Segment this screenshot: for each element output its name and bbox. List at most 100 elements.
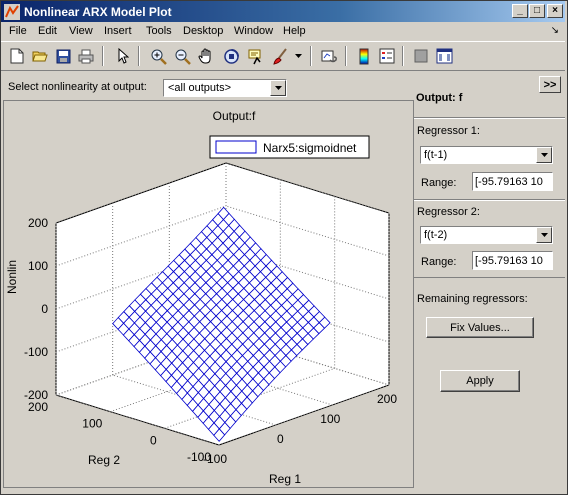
x-tick-label: -100 [203, 452, 227, 466]
title-bar[interactable]: Nonlinear ARX Model Plot _ □ × [1, 1, 565, 22]
z-tick-label: -200 [24, 388, 48, 402]
menu-file[interactable]: File [9, 25, 27, 37]
rotate-3d-icon[interactable] [221, 46, 241, 66]
link-plot-icon[interactable] [319, 46, 339, 66]
pan-hand-icon[interactable] [196, 46, 216, 66]
minimize-button[interactable]: _ [512, 4, 528, 18]
chevron-down-icon [540, 233, 548, 237]
regressor1-select[interactable]: f(t-1) [420, 146, 553, 164]
y-axis-label: Reg 2 [88, 453, 120, 467]
z-tick-label: 100 [28, 259, 48, 273]
legend-swatch [215, 140, 257, 154]
remaining-separator [414, 277, 565, 278]
menu-desktop[interactable]: Desktop [183, 25, 224, 37]
toolbar-separator [138, 46, 140, 66]
output-select-dropdown-button[interactable] [270, 80, 286, 96]
toolbar-separator [102, 46, 104, 66]
grid-line [218, 384, 390, 446]
remaining-regressors-label: Remaining regressors: [417, 293, 528, 305]
colorbar-icon[interactable] [354, 46, 374, 66]
surface-patches [112, 206, 331, 442]
chevron-down-icon [540, 153, 548, 157]
regressor2-select[interactable]: f(t-2) [420, 226, 553, 244]
z-tick-label: 0 [41, 302, 48, 316]
dock-arrow-icon[interactable]: ↘ [550, 25, 559, 36]
regressor1-group [414, 117, 565, 203]
plot-title: Output:f [213, 109, 256, 123]
x-tick-label: 100 [320, 412, 340, 426]
regressor2-group [414, 199, 565, 280]
x-tick-label: 0 [277, 432, 284, 446]
tick-labels: 200 100 0 -100 -200 -100 0 100 200 -100 0 100 200 [24, 216, 397, 466]
regressor1-dropdown-button[interactable] [536, 147, 552, 163]
menu-window[interactable]: Window [234, 25, 274, 37]
toolbar-separator [310, 46, 312, 66]
zoom-out-icon[interactable] [172, 46, 192, 66]
z-tick-label: 200 [28, 216, 48, 230]
menu-bar: File Edit View Insert Tools Desktop Wind… [1, 22, 565, 41]
y-tick-label: 0 [150, 433, 157, 447]
regressor1-range-value: [-95.79163 10 [475, 176, 543, 188]
legend-entry: Narx5:sigmoidnet [263, 141, 357, 155]
fix-values-button[interactable]: Fix Values... [426, 317, 534, 338]
axis-edge [55, 394, 220, 446]
legend-icon[interactable] [377, 46, 397, 66]
y-tick-label: 100 [82, 417, 102, 431]
legend[interactable]: Narx5:sigmoidnet [209, 135, 370, 159]
axis-edge [225, 162, 390, 214]
regressor1-range-input[interactable]: [-95.79163 10 [472, 172, 553, 191]
x-axis-label: Reg 1 [269, 472, 301, 486]
grid-line [55, 162, 227, 224]
window-title: Nonlinear ARX Model Plot [24, 5, 172, 19]
close-icon: × [552, 5, 558, 16]
z-tick-label: -100 [24, 345, 48, 359]
brush-dropdown-icon[interactable] [293, 46, 303, 66]
regressor2-select-value: f(t-2) [424, 229, 448, 241]
menu-edit[interactable]: Edit [38, 25, 57, 37]
print-icon[interactable] [76, 46, 96, 66]
chevron-down-icon [274, 86, 282, 90]
menu-help[interactable]: Help [283, 25, 306, 37]
surface-plot[interactable]: 200 100 0 -100 -200 -100 0 100 200 -100 0 100 200 Ou… [3, 100, 412, 486]
data-cursor-icon[interactable] [246, 46, 266, 66]
regressor2-dropdown-button[interactable] [536, 227, 552, 243]
new-figure-icon[interactable] [7, 46, 27, 66]
output-select[interactable]: <all outputs> [163, 79, 287, 97]
minimize-icon: _ [517, 5, 523, 16]
brush-icon[interactable] [270, 46, 290, 66]
save-icon[interactable] [53, 46, 73, 66]
y-tick-label: -100 [187, 450, 211, 464]
select-nonlinearity-label: Select nonlinearity at output: [8, 81, 147, 93]
hide-plot-tools-icon[interactable] [411, 46, 431, 66]
maximize-icon: □ [533, 5, 541, 16]
surface-mesh [112, 206, 331, 442]
y-tick-label: 200 [28, 400, 48, 414]
pointer-icon[interactable] [113, 46, 133, 66]
output-select-value: <all outputs> [168, 82, 231, 94]
menu-tools[interactable]: Tools [146, 25, 172, 37]
output-heading: Output: f [416, 92, 463, 104]
regressor1-label: Regressor 1: [417, 125, 480, 137]
maximize-button[interactable]: □ [529, 4, 545, 18]
regressor2-range-label: Range: [421, 256, 457, 268]
toolbar-separator [345, 46, 347, 66]
x-tick-label: 200 [377, 392, 397, 406]
matlab-figure-icon [4, 4, 20, 20]
toolbar-separator [402, 46, 404, 66]
close-button[interactable]: × [547, 4, 563, 18]
regressor1-select-value: f(t-1) [424, 149, 448, 161]
apply-button[interactable]: Apply [440, 370, 520, 392]
show-plot-tools-icon[interactable] [434, 46, 454, 66]
surface-patch [217, 206, 230, 221]
collapse-panel-button[interactable]: >> [539, 76, 561, 93]
zoom-in-icon[interactable] [148, 46, 168, 66]
regressor2-range-value: [-95.79163 10 [475, 255, 543, 267]
regressor2-label: Regressor 2: [417, 206, 480, 218]
grid-line [55, 205, 227, 267]
regressor2-range-input[interactable]: [-95.79163 10 [472, 251, 553, 270]
menu-insert[interactable]: Insert [104, 25, 132, 37]
menu-view[interactable]: View [69, 25, 93, 37]
figure-toolbar [1, 41, 565, 71]
z-axis-label: Nonlin [5, 260, 19, 294]
open-icon[interactable] [30, 46, 50, 66]
